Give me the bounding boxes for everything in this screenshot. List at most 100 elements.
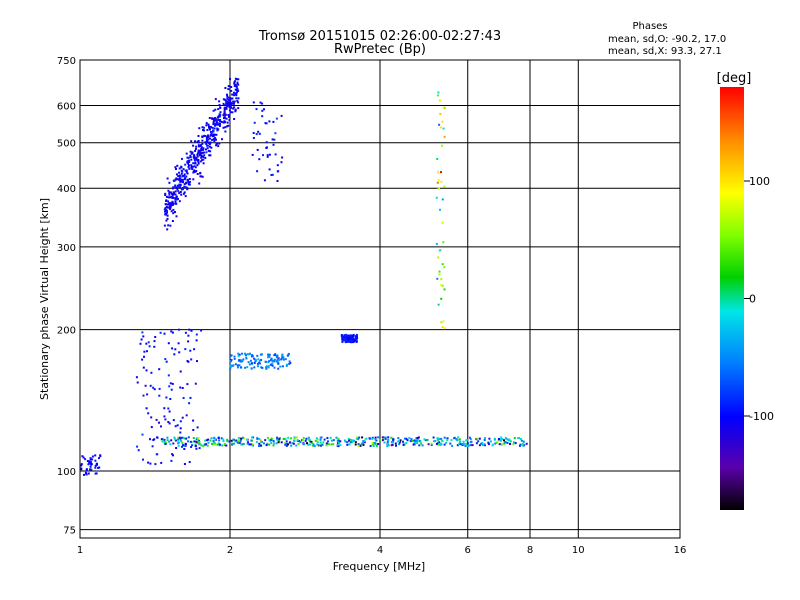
data-point	[247, 441, 249, 444]
data-point	[236, 83, 239, 86]
data-point	[302, 439, 304, 442]
data-point	[211, 443, 214, 446]
data-point	[212, 442, 215, 445]
data-point	[225, 444, 228, 447]
data-point	[228, 115, 230, 118]
data-point	[341, 340, 344, 343]
data-point	[85, 472, 88, 475]
data-point	[171, 202, 174, 205]
colorbar-tick-label: 0	[749, 293, 756, 306]
data-point	[200, 147, 203, 150]
data-point	[359, 444, 362, 447]
data-point	[180, 188, 183, 191]
data-point	[196, 153, 199, 156]
data-point	[441, 144, 444, 147]
data-point	[195, 440, 198, 443]
data-point	[180, 169, 183, 172]
data-point	[236, 87, 239, 90]
data-point	[91, 458, 94, 461]
data-point	[188, 164, 190, 167]
data-point	[442, 106, 445, 109]
data-point	[193, 159, 196, 162]
phase-info-heading: Phases	[632, 21, 667, 32]
data-point	[356, 436, 359, 439]
data-point	[235, 439, 238, 442]
data-point	[174, 438, 177, 441]
data-point	[173, 353, 176, 356]
data-point	[262, 154, 264, 157]
data-point	[170, 210, 173, 213]
data-point	[350, 340, 353, 343]
data-point	[210, 117, 213, 120]
data-point	[427, 443, 430, 446]
data-point	[190, 446, 193, 448]
data-point	[153, 345, 156, 348]
data-point	[190, 158, 193, 161]
y-axis-label: Stationary phase Virtual Height [km]	[38, 198, 51, 400]
data-point	[199, 443, 202, 446]
data-point	[223, 443, 226, 445]
data-point	[234, 80, 236, 83]
data-point	[203, 135, 206, 137]
data-point	[438, 99, 441, 102]
data-point	[440, 278, 443, 281]
data-point	[267, 366, 270, 369]
data-point	[206, 144, 209, 147]
data-point	[381, 439, 384, 442]
data-point	[87, 472, 90, 475]
data-point	[284, 358, 287, 361]
data-point	[257, 358, 260, 361]
data-point	[217, 108, 220, 111]
data-point	[99, 455, 102, 458]
data-point	[493, 438, 496, 441]
data-point	[187, 156, 190, 159]
data-point	[478, 437, 481, 440]
data-point	[94, 466, 97, 469]
data-point	[153, 340, 156, 343]
data-point	[158, 421, 160, 424]
data-point	[383, 441, 386, 444]
data-point	[456, 439, 459, 442]
data-point	[226, 93, 228, 96]
data-point	[416, 442, 418, 445]
data-point	[170, 459, 173, 462]
data-point	[286, 363, 288, 366]
data-point	[181, 175, 184, 178]
data-point	[430, 442, 433, 445]
data-point	[203, 126, 205, 129]
data-point	[261, 102, 264, 105]
data-point	[371, 436, 374, 439]
data-point	[200, 156, 203, 159]
data-point	[436, 438, 439, 441]
data-point	[357, 438, 360, 441]
data-point	[274, 354, 276, 356]
data-point	[420, 442, 423, 445]
data-point	[97, 466, 100, 469]
data-point	[437, 178, 440, 181]
data-point	[163, 415, 166, 418]
data-point	[468, 436, 471, 439]
data-point	[174, 190, 177, 193]
data-point	[94, 459, 97, 462]
data-point	[146, 350, 148, 353]
data-point	[436, 158, 439, 160]
data-point	[215, 120, 218, 123]
data-point	[187, 334, 190, 337]
data-point	[197, 158, 200, 161]
data-point	[260, 359, 263, 361]
data-point	[198, 127, 201, 130]
data-point	[504, 441, 507, 444]
data-point	[181, 441, 184, 444]
data-point	[247, 361, 250, 364]
data-point	[169, 191, 172, 194]
data-point	[270, 437, 273, 440]
data-point	[221, 444, 224, 447]
data-point	[171, 382, 174, 385]
data-point	[188, 161, 191, 163]
data-point	[319, 438, 322, 441]
data-point	[462, 440, 465, 443]
x-tick-label: 4	[377, 545, 383, 556]
data-point	[354, 338, 357, 341]
data-point	[233, 85, 236, 87]
data-point	[352, 333, 355, 336]
